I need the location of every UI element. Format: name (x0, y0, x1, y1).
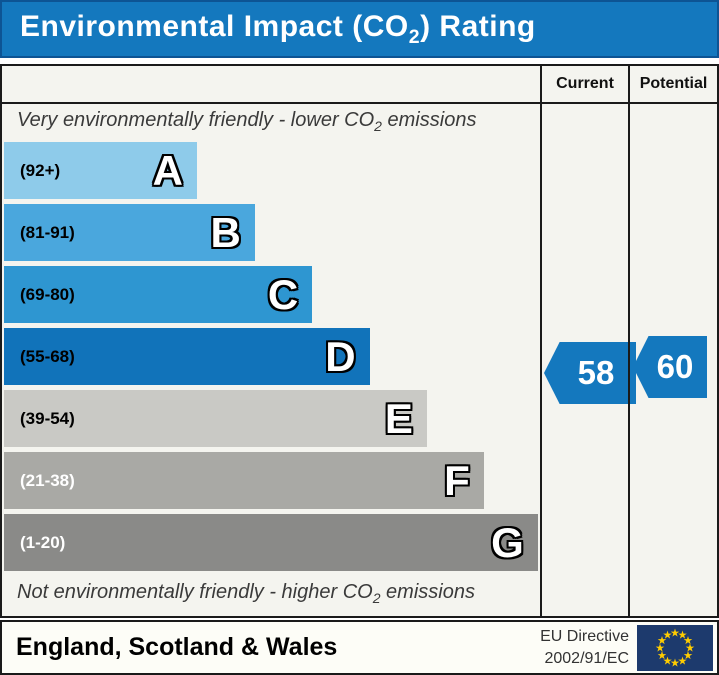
band-letter: G (491, 518, 524, 566)
band-letter: A (152, 146, 183, 194)
header-spacer (2, 66, 540, 102)
chart-header-row: Current Potential (2, 66, 717, 104)
band-range-label: (39-54) (20, 408, 75, 428)
current-rating-column: 58 (540, 104, 636, 616)
epc-co2-rating-chart: Current Potential Very environmentally f… (0, 64, 719, 618)
footer-bar: England, Scotland & Wales EU Directive 2… (0, 620, 719, 675)
band-letter: D (325, 332, 356, 380)
band-letter: B (210, 208, 241, 256)
band-range-label: (21-38) (20, 470, 75, 490)
potential-rating-value: 60 (656, 348, 694, 385)
band-row-d: (55-68) D (4, 328, 370, 385)
column-header-potential: Potential (628, 66, 717, 102)
band-row-a: (92+) A (4, 142, 197, 199)
potential-rating-arrow: 60 (633, 336, 707, 398)
band-row-b: (81-91) B (4, 204, 255, 261)
top-scale-label: Very environmentally friendly - lower CO… (17, 109, 477, 134)
current-rating-arrow: 58 (544, 342, 636, 404)
band-list: (92+) A (81-91) B (69-80) C (55-68) D (39-54… (4, 142, 540, 571)
band-row-e: (39-54) E (4, 390, 427, 447)
band-row-f: (21-38) F (4, 452, 484, 509)
eu-flag-icon (637, 624, 713, 671)
bottom-scale-label: Not environmentally friendly - higher CO… (17, 581, 475, 606)
band-letter: E (384, 394, 413, 442)
potential-rating-column: 60 (628, 104, 717, 616)
band-letter: C (267, 270, 299, 318)
band-range-label: (55-68) (20, 346, 75, 366)
band-row-g: (1-20) G (4, 514, 538, 571)
current-rating-value: 58 (577, 354, 615, 391)
band-range-label: (1-20) (20, 532, 66, 552)
column-header-current: Current (540, 66, 628, 102)
band-letter: F (444, 456, 470, 504)
band-range-label: (92+) (20, 160, 61, 180)
title-bar: Environmental Impact (CO2) Rating (0, 0, 719, 58)
band-row-c: (69-80) C (4, 266, 313, 323)
eu-directive-label: EU Directive 2002/91/EC (540, 627, 629, 667)
page-title: Environmental Impact (CO2) Rating (20, 9, 536, 48)
band-range-label: (81-91) (20, 222, 75, 242)
band-scale-column: Very environmentally friendly - lower CO… (2, 104, 540, 616)
band-range-label: (69-80) (20, 284, 75, 304)
region-label: England, Scotland & Wales (16, 633, 338, 661)
